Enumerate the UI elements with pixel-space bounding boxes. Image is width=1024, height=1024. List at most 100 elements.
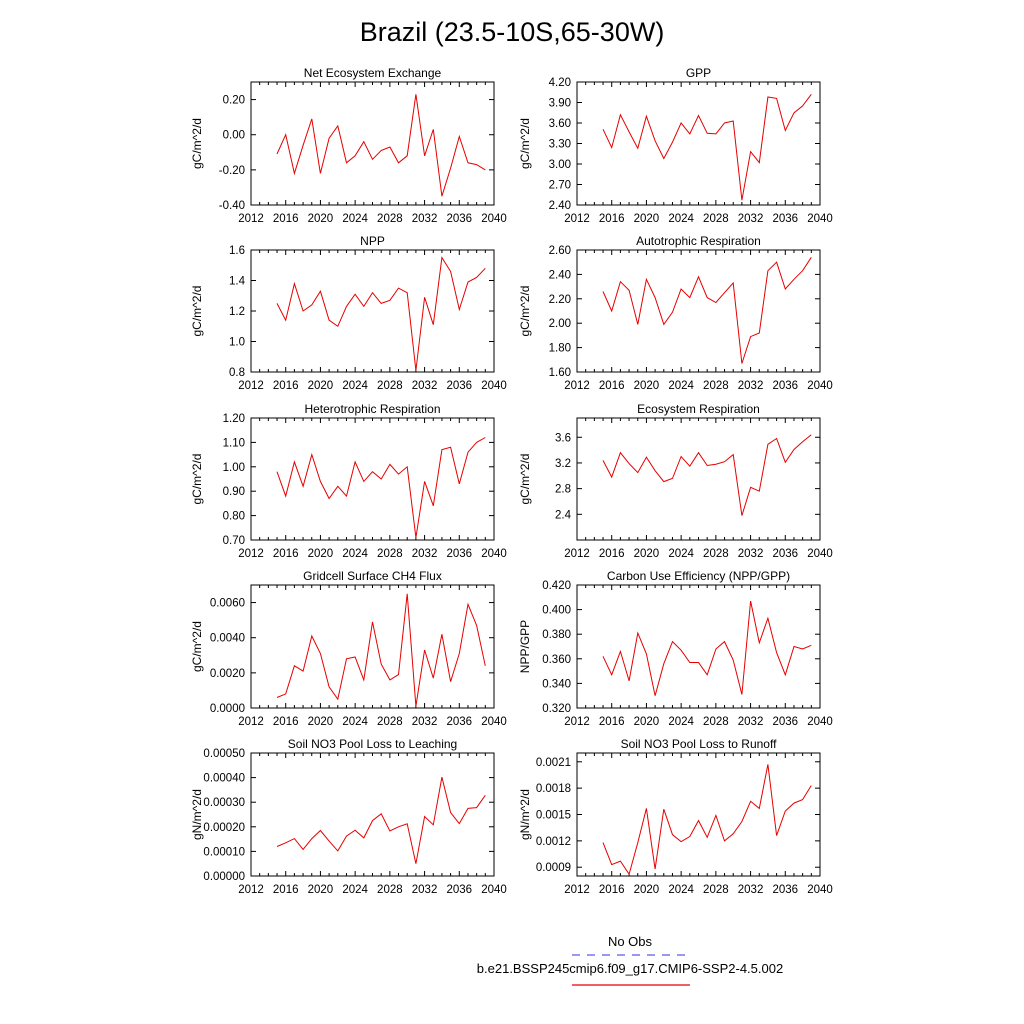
plot-frame xyxy=(576,584,821,709)
y-tick-label: 0.0000 xyxy=(210,703,245,715)
x-tick-label: 2040 xyxy=(807,380,833,392)
panel-title: Heterotrophic Respiration xyxy=(304,402,440,416)
panel-title: NPP xyxy=(360,234,385,248)
series-line xyxy=(602,764,812,876)
x-tick-label: 2032 xyxy=(738,884,764,896)
y-tick-label: 1.6 xyxy=(229,245,245,257)
x-tick-label: 2016 xyxy=(273,884,299,896)
y-tick-label: 0.00030 xyxy=(203,797,245,809)
x-tick-label: 2040 xyxy=(481,213,507,225)
y-tick-label: 2.8 xyxy=(555,484,571,496)
y-axis-label: gN/m^2/d xyxy=(190,789,204,840)
y-tick-label: 0.320 xyxy=(542,703,571,715)
x-tick-label: 2024 xyxy=(342,213,368,225)
chart-panel: Ecosystem Respiration gC/m^2/d 2012 2016 202… xyxy=(518,402,833,560)
panel-title: Net Ecosystem Exchange xyxy=(304,66,442,80)
y-tick-label: 0.0015 xyxy=(536,810,571,822)
x-tick-label: 2036 xyxy=(772,716,798,728)
x-tick-label: 2020 xyxy=(634,884,660,896)
series-line xyxy=(602,257,812,364)
x-tick-label: 2016 xyxy=(273,380,299,392)
x-tick-label: 2012 xyxy=(238,716,264,728)
y-tick-label: 0.00000 xyxy=(203,871,245,883)
y-tick-label: 1.00 xyxy=(223,462,245,474)
x-tick-label: 2028 xyxy=(703,380,729,392)
y-tick-label: 1.0 xyxy=(229,337,245,349)
y-tick-label: 0.90 xyxy=(223,486,245,498)
chart-panel: GPP gC/m^2/d 2012 2016 2020 2024 2028 2032 2036 2… xyxy=(518,66,833,225)
x-tick-label: 2028 xyxy=(703,548,729,560)
series-line xyxy=(276,256,486,371)
x-tick-label: 2024 xyxy=(668,380,694,392)
y-tick-label: 3.6 xyxy=(555,432,571,444)
panel-title: Autotrophic Respiration xyxy=(636,234,761,248)
y-tick-label: 2.20 xyxy=(549,294,571,306)
panel-title: Soil NO3 Pool Loss to Leaching xyxy=(288,737,457,751)
y-axis-label: gC/m^2/d xyxy=(190,286,204,337)
y-tick-label: 0.80 xyxy=(223,511,245,523)
y-tick-label: 0.8 xyxy=(229,367,245,379)
plot-frame xyxy=(576,249,821,373)
x-tick-label: 2040 xyxy=(481,380,507,392)
x-tick-label: 2024 xyxy=(342,884,368,896)
x-tick-label: 2028 xyxy=(377,884,403,896)
y-tick-label: 0.380 xyxy=(542,629,571,641)
y-tick-label: 2.40 xyxy=(549,200,571,212)
x-tick-label: 2040 xyxy=(807,884,833,896)
y-tick-label: 1.10 xyxy=(223,437,245,449)
x-tick-label: 2024 xyxy=(342,716,368,728)
x-tick-label: 2040 xyxy=(481,548,507,560)
x-tick-label: 2012 xyxy=(564,213,590,225)
y-tick-label: 0.340 xyxy=(542,678,571,690)
y-tick-label: 3.90 xyxy=(549,98,571,110)
y-tick-label: 0.0021 xyxy=(536,757,571,769)
series-line xyxy=(602,94,812,201)
chart-panel: Autotrophic Respiration gC/m^2/d 2012 2016 2… xyxy=(518,234,833,392)
y-tick-label: 3.00 xyxy=(549,159,571,171)
x-tick-label: 2012 xyxy=(238,213,264,225)
x-tick-label: 2024 xyxy=(342,548,368,560)
chart-panel: Gridcell Surface CH4 Flux gC/m^2/d 2012 201… xyxy=(190,569,507,728)
y-tick-label: 4.20 xyxy=(549,77,571,89)
x-tick-label: 2040 xyxy=(807,716,833,728)
x-tick-label: 2036 xyxy=(446,716,472,728)
x-tick-label: 2016 xyxy=(599,548,625,560)
x-tick-label: 2016 xyxy=(273,548,299,560)
y-tick-label: -0.40 xyxy=(219,200,245,212)
x-tick-label: 2040 xyxy=(807,213,833,225)
y-axis-label: NPP/GPP xyxy=(518,620,532,673)
panel-title: Soil NO3 Pool Loss to Runoff xyxy=(621,737,778,751)
x-tick-label: 2024 xyxy=(668,213,694,225)
series-line xyxy=(276,94,486,197)
y-tick-label: 2.40 xyxy=(549,269,571,281)
x-tick-label: 2020 xyxy=(634,716,660,728)
y-tick-label: 2.60 xyxy=(549,245,571,257)
series-line xyxy=(276,437,486,538)
series-line xyxy=(276,593,486,707)
y-axis-label: gN/m^2/d xyxy=(518,789,532,840)
x-tick-label: 2028 xyxy=(703,716,729,728)
x-tick-label: 2012 xyxy=(238,884,264,896)
series-line xyxy=(602,434,812,516)
y-tick-label: 0.0018 xyxy=(536,783,571,795)
y-tick-label: 0.0060 xyxy=(210,598,245,610)
x-tick-label: 2032 xyxy=(412,213,438,225)
x-tick-label: 2024 xyxy=(668,716,694,728)
y-tick-label: 1.80 xyxy=(549,343,571,355)
plot-frame xyxy=(576,417,821,541)
x-tick-label: 2016 xyxy=(599,716,625,728)
y-tick-label: 0.00050 xyxy=(203,748,245,760)
plot-frame xyxy=(576,81,821,206)
x-tick-label: 2016 xyxy=(599,380,625,392)
x-tick-label: 2024 xyxy=(342,380,368,392)
y-axis-label: gC/m^2/d xyxy=(190,621,204,672)
chart-panel: Soil NO3 Pool Loss to Runoff gN/m^2/d 2012… xyxy=(518,737,833,896)
y-tick-label: 0.360 xyxy=(542,654,571,666)
y-tick-label: 0.00 xyxy=(223,130,245,142)
y-tick-label: 1.60 xyxy=(549,367,571,379)
x-tick-label: 2032 xyxy=(738,548,764,560)
x-tick-label: 2028 xyxy=(377,716,403,728)
y-tick-label: 0.00040 xyxy=(203,773,245,785)
x-tick-label: 2036 xyxy=(446,213,472,225)
